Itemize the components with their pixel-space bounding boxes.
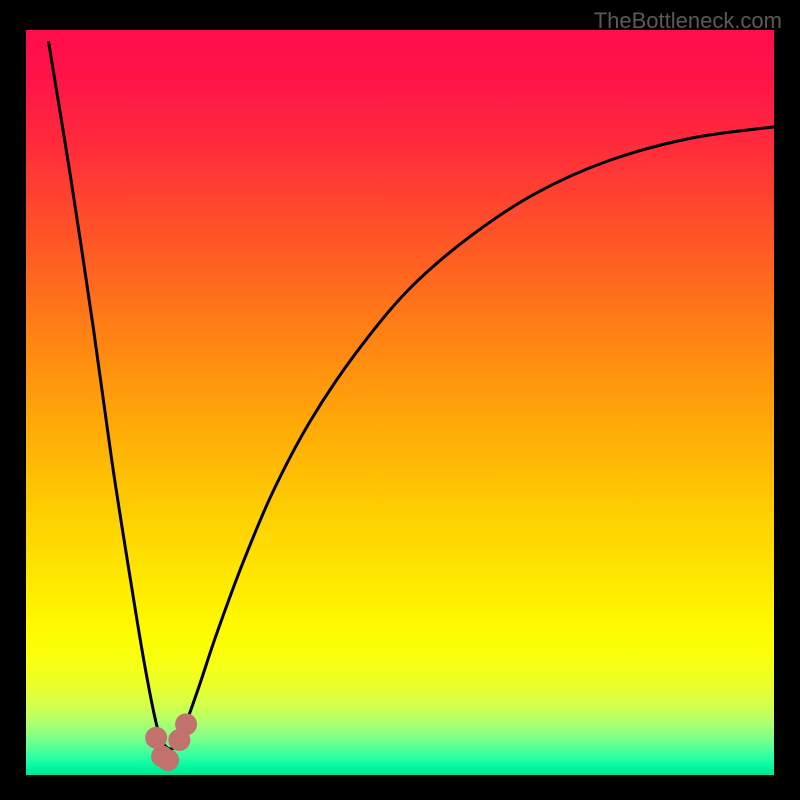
marker-point [175,713,197,735]
gradient-background [26,30,774,775]
marker-point [145,727,167,749]
marker-point [157,749,179,771]
watermark-text: TheBottleneck.com [594,8,782,34]
bottleneck-chart [0,0,800,800]
